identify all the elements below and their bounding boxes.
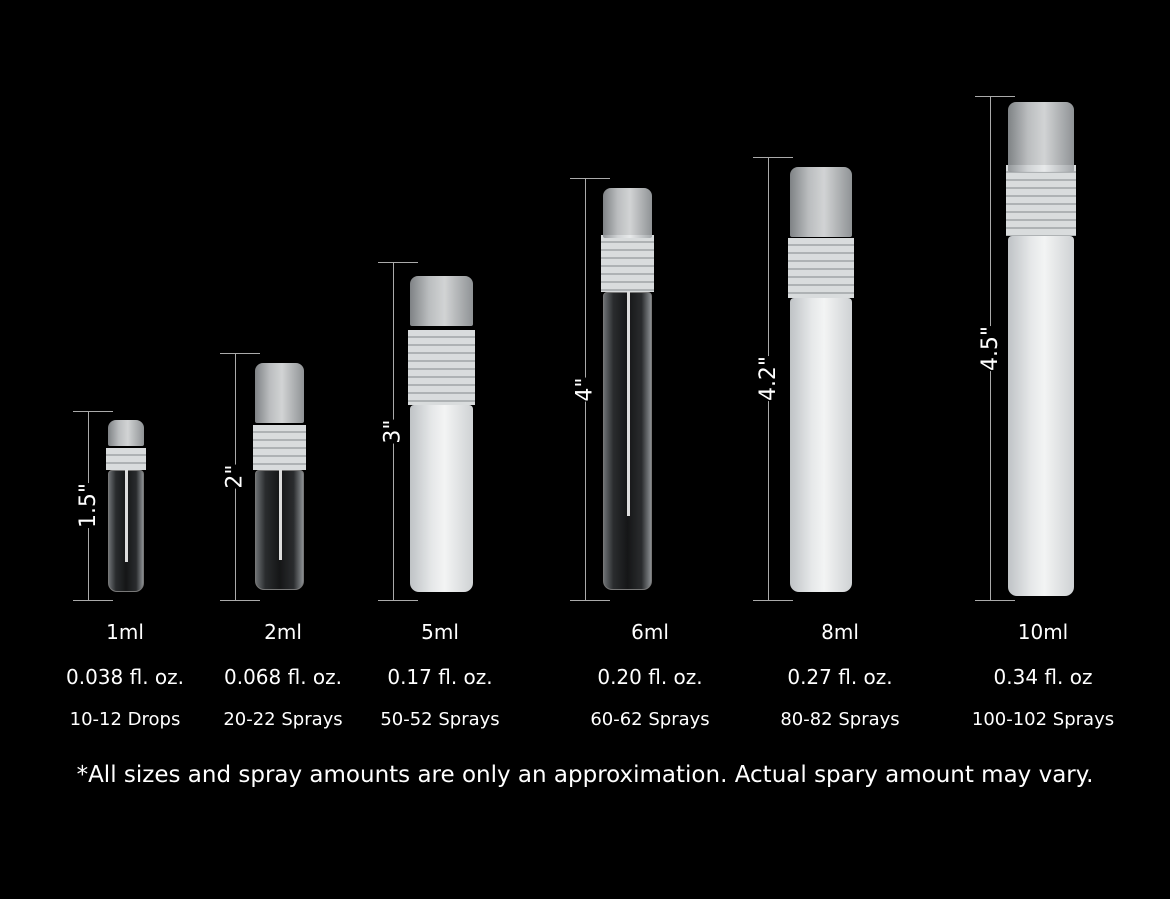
dip-tube <box>125 470 128 562</box>
height-label: 4.5" <box>975 325 1005 371</box>
bottle-6ml <box>601 188 654 590</box>
dimension-tick <box>753 157 793 158</box>
sprayer-collar <box>1006 165 1076 236</box>
volume-label: 2ml <box>264 620 302 644</box>
height-label: 1.5" <box>73 482 103 529</box>
output-label: 20-22 Sprays <box>223 709 343 730</box>
dimension-tick <box>975 96 1015 97</box>
bottle-2ml <box>253 363 306 590</box>
dip-tube <box>626 292 630 516</box>
volume-label: 8ml <box>821 620 859 644</box>
bottle-body <box>410 405 473 592</box>
dimension-tick <box>975 600 1015 601</box>
dimension-tick <box>220 600 260 601</box>
bottle-body <box>1008 236 1074 596</box>
fl-oz-label: 0.27 fl. oz. <box>787 665 893 689</box>
height-label: 2" <box>220 464 250 489</box>
output-label: 80-82 Sprays <box>780 709 900 730</box>
volume-label: 5ml <box>421 620 459 644</box>
output-label: 50-52 Sprays <box>380 709 500 730</box>
height-label: 4" <box>570 376 600 402</box>
bottle-cap <box>790 167 852 237</box>
bottle-cap <box>1008 102 1074 172</box>
sprayer-collar <box>253 425 306 470</box>
sprayer-collar <box>601 235 654 292</box>
footnote: *All sizes and spray amounts are only an… <box>76 762 1094 788</box>
dimension-tick <box>570 178 610 179</box>
volume-label: 10ml <box>1017 620 1069 644</box>
fl-oz-label: 0.038 fl. oz. <box>65 665 185 689</box>
bottle-body <box>790 298 852 592</box>
bottle-cap <box>603 188 652 238</box>
dimension-tick <box>378 262 418 263</box>
bottle-cap <box>255 363 304 423</box>
sprayer-collar <box>106 448 146 470</box>
bottle-1ml <box>106 420 146 592</box>
volume-label: 6ml <box>631 620 669 644</box>
dimension-tick <box>378 600 418 601</box>
dimension-tick <box>570 600 610 601</box>
output-label: 10-12 Drops <box>69 709 181 730</box>
fl-oz-label: 0.068 fl. oz. <box>223 665 343 689</box>
bottle-5ml <box>408 276 475 592</box>
bottle-cap <box>410 276 473 326</box>
fl-oz-label: 0.20 fl. oz. <box>597 665 703 689</box>
fl-oz-label: 0.34 fl. oz <box>993 665 1093 689</box>
dimension-tick <box>73 600 113 601</box>
sprayer-collar <box>408 330 475 405</box>
height-label: 3" <box>378 418 408 444</box>
bottle-8ml <box>788 167 854 592</box>
sprayer-collar <box>788 238 854 298</box>
bottle-10ml <box>1006 102 1076 596</box>
dimension-tick <box>753 600 793 601</box>
volume-label: 1ml <box>106 620 144 644</box>
fl-oz-label: 0.17 fl. oz. <box>387 665 493 689</box>
dimension-tick <box>73 411 113 412</box>
output-label: 60-62 Sprays <box>590 709 710 730</box>
output-label: 100-102 Sprays <box>971 709 1115 730</box>
bottle-cap <box>108 420 144 446</box>
dip-tube <box>278 470 282 560</box>
dimension-tick <box>220 353 260 354</box>
height-label: 4.2" <box>753 355 783 402</box>
